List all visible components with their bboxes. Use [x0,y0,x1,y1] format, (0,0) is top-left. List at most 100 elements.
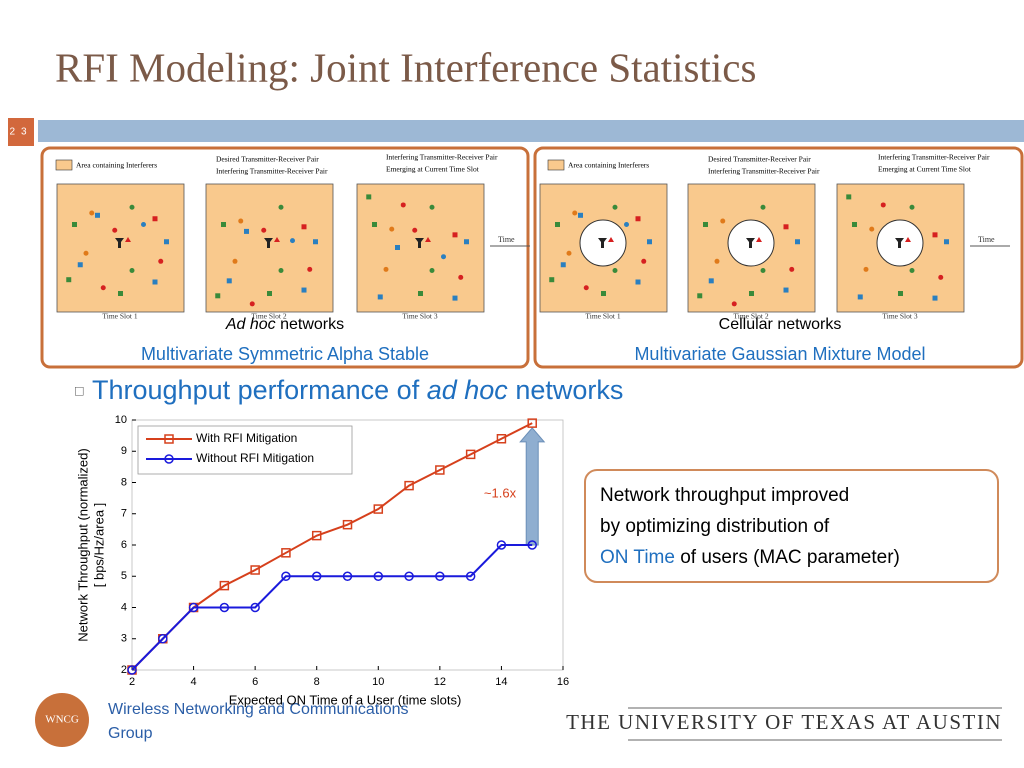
node [141,222,146,227]
y-axis-label: [ bps/Hz/area ] [91,503,106,588]
node [232,258,238,264]
node [789,266,795,272]
node [77,262,83,268]
point [373,571,384,581]
node [703,222,708,227]
legend-box [137,425,353,475]
node [118,291,123,296]
node [555,222,560,227]
node [731,301,737,307]
node [215,293,221,299]
node [909,268,915,273]
point [158,634,168,644]
callout-line: ON Time of users (MAC parameter) [600,547,900,568]
node [267,291,272,296]
node [601,291,606,296]
legend-marker [164,454,174,464]
receiver [895,238,904,248]
legend-marker [164,434,174,444]
time-label: Time [978,235,995,244]
panel-legend: Emerging at Current Time Slot [878,165,972,174]
point [219,580,230,591]
point [281,571,291,581]
node [612,204,618,210]
y-tick-label: 2 [121,664,127,676]
bullet-marker: □ [75,383,84,399]
logo [35,693,89,747]
node [307,266,313,272]
node [395,245,400,250]
node [112,227,118,233]
panel-model: Multivariate Symmetric Alpha Stable [141,344,429,364]
panel-legend: Area containing Interferers [568,161,649,170]
point [281,548,291,558]
node [624,222,629,227]
panel-frame [40,146,530,369]
node [261,227,267,233]
node [635,279,641,285]
node [932,295,938,301]
point [311,530,322,541]
node [898,291,903,296]
y-tick-label: 6 [121,539,127,551]
receiver [746,238,755,248]
bullet-text: Throughput performance of ad hoc network… [92,375,623,405]
point [373,504,384,514]
point [219,602,230,613]
group-name: Group [108,725,153,742]
slide-title: RFI Modeling: Joint Interference Statist… [55,44,756,90]
node [846,194,852,200]
node [566,250,572,256]
node [760,268,766,273]
y-tick-label: 3 [121,633,127,645]
node [249,301,255,307]
y-tick-label: 9 [121,445,127,457]
node [549,277,555,283]
node [221,222,226,227]
node [612,268,618,273]
legend-label: Without RFI Mitigation [196,451,314,465]
node [578,212,583,218]
university: THE UNIVERSITY OF TEXAS AT AUSTIN [566,710,1002,734]
time-slot-label: Time Slot 2 [251,312,286,321]
caption-italic: Ad hoc [225,316,276,333]
node [697,293,703,299]
y-tick-label: 7 [121,508,127,520]
receiver [264,238,273,248]
node [795,239,800,245]
x-tick-label: 2 [129,676,135,688]
callout-line: by optimizing distribution of [600,516,830,537]
series-line [131,422,533,671]
logo-text: WNCG [45,714,79,726]
node [244,228,249,234]
node [635,216,641,222]
node [72,222,77,227]
point [435,571,445,581]
point [435,465,445,475]
y-tick-label: 4 [121,601,127,613]
transmitter [125,237,131,242]
node [944,239,949,245]
series-line [131,544,533,671]
node [560,262,566,268]
node [720,218,726,224]
node [129,268,135,273]
panel-caption: Cellular networks [719,316,842,333]
receiver [415,238,424,248]
node [313,239,318,245]
node [389,226,395,232]
node [400,202,406,208]
node [429,204,435,210]
legend-swatch [547,159,565,171]
x-tick-label: 4 [191,676,197,688]
transmitter [608,237,614,242]
node [909,204,915,210]
panel-legend: Desired Transmitter-Receiver Pair [216,155,319,164]
point [250,565,260,575]
panel-legend: Area containing Interferers [76,161,157,170]
node [464,239,469,245]
transmitter [425,237,431,242]
y-tick-label: 10 [115,414,127,426]
node [783,224,789,230]
